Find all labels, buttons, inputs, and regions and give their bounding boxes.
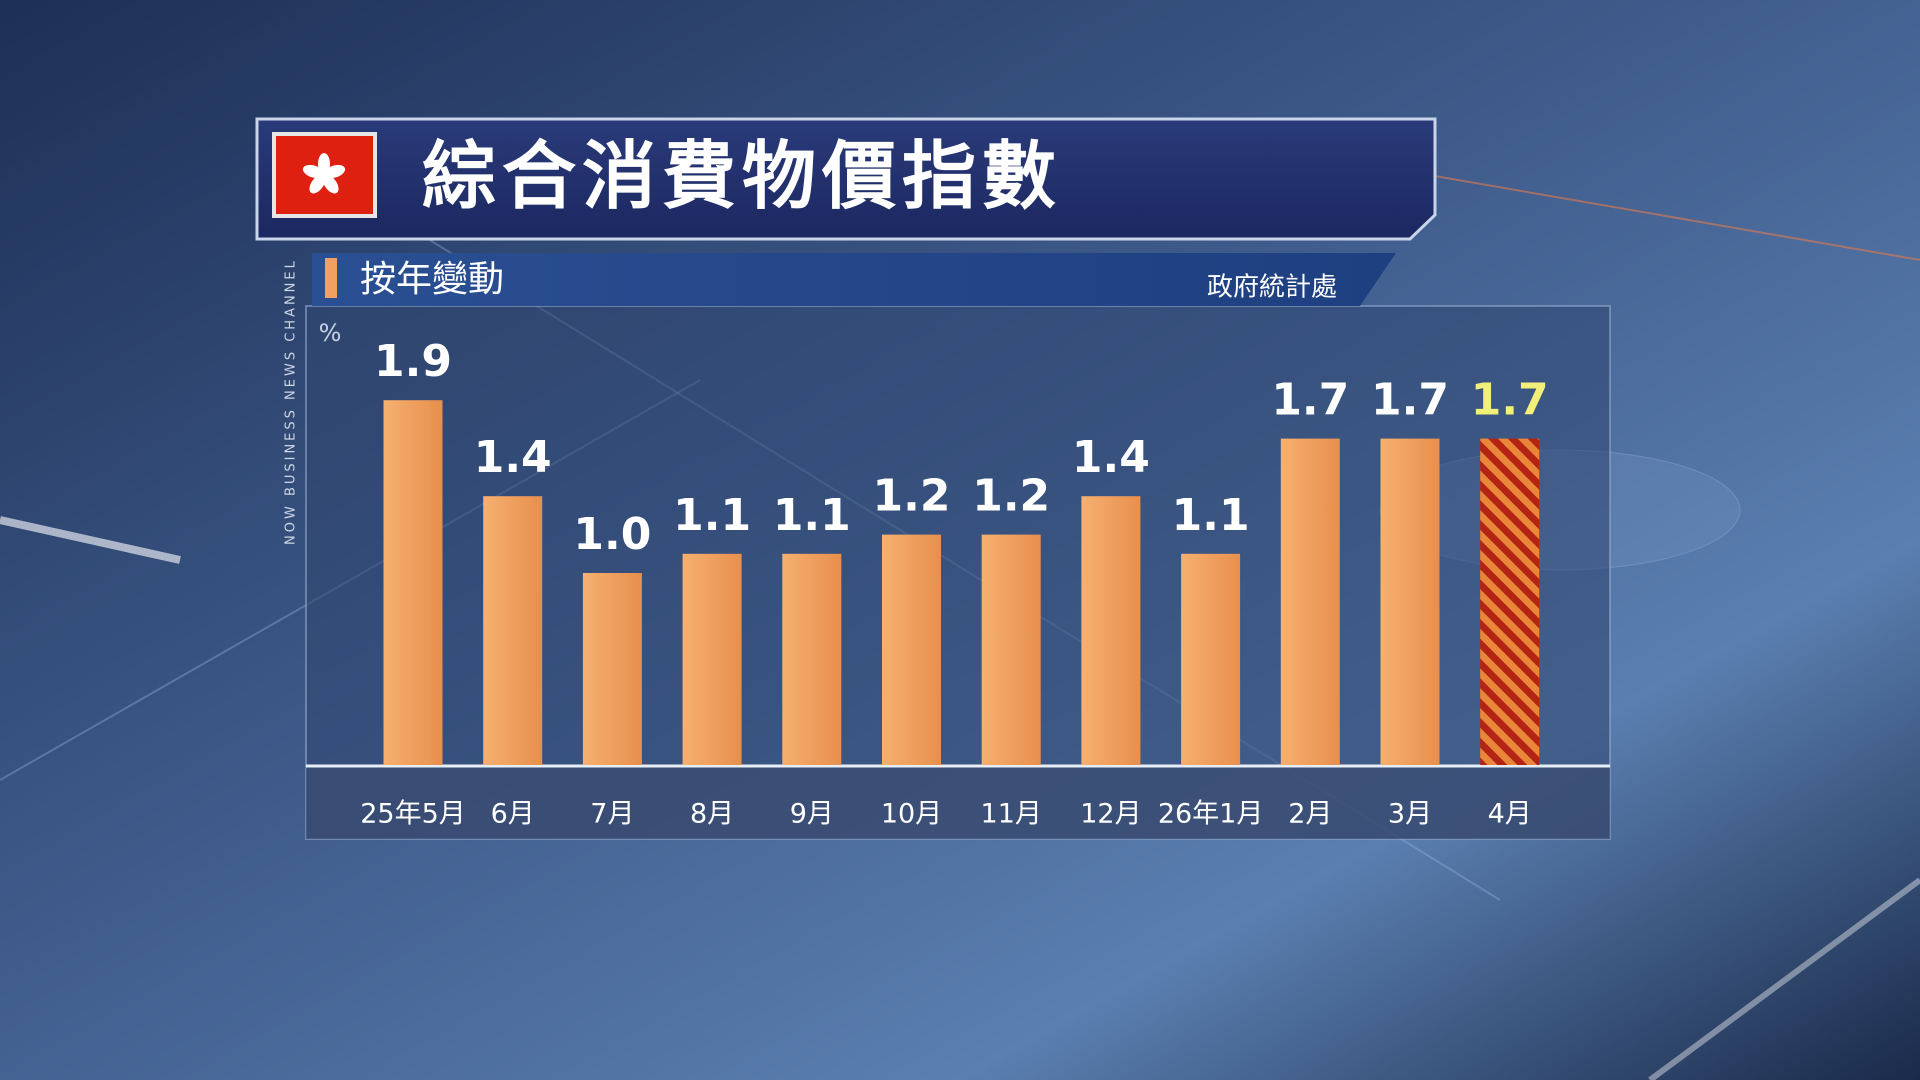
x-tick-label: 4月 [1488,799,1532,830]
value-label: 1.2 [873,471,951,522]
title-bar [255,117,1437,241]
x-tick-label: 11月 [981,799,1042,830]
bar [1380,438,1440,765]
bar [1181,553,1241,765]
bar [1081,496,1141,765]
subtitle-marker [325,258,337,298]
x-tick-label: 7月 [590,799,634,830]
subtitle: 按年變動 [360,259,504,300]
bar [782,553,842,765]
bar [483,496,543,765]
unit-label: % [319,319,342,347]
bar [1480,438,1540,765]
x-tick-label: 9月 [790,799,834,830]
bar [882,534,941,765]
value-label: 1.7 [1471,375,1549,426]
x-tick-label: 8月 [690,799,734,830]
value-label: 1.1 [773,490,851,541]
bar [582,573,642,765]
value-label: 1.2 [972,471,1050,522]
value-label: 1.7 [1271,375,1349,426]
bar [383,400,443,765]
x-tick-label: 26年1月 [1158,799,1264,830]
x-tick-label: 25年5月 [360,799,466,830]
subtitle-bar [312,253,1396,306]
value-label: 1.4 [474,432,552,483]
value-label: 1.7 [1371,375,1449,426]
channel-label: NOW BUSINESS NEWS CHANNEL [284,258,299,545]
value-label: 1.1 [1172,490,1250,541]
title: 綜合消費物價指數 [422,134,1062,220]
flag-emblem [302,153,346,194]
bar [981,534,1041,765]
x-tick-label: 3月 [1388,799,1432,830]
plot: 1.9 25年5月 1.4 6月 1.0 7月 1.1 8月 1.1 9月 1.2 10月 1.2 11月… [360,336,1548,829]
x-tick-label: 12月 [1080,799,1141,830]
x-tick-label: 2月 [1288,799,1332,830]
axis-band [306,767,1610,839]
source: 政府統計處 [1207,273,1337,303]
bar [682,553,742,765]
bar [1280,438,1340,765]
x-tick-label: 10月 [881,799,942,830]
value-label: 1.0 [573,509,651,560]
value-label: 1.1 [673,490,751,541]
value-label: 1.9 [374,336,452,387]
value-label: 1.4 [1072,432,1150,483]
x-tick-label: 6月 [491,799,535,830]
